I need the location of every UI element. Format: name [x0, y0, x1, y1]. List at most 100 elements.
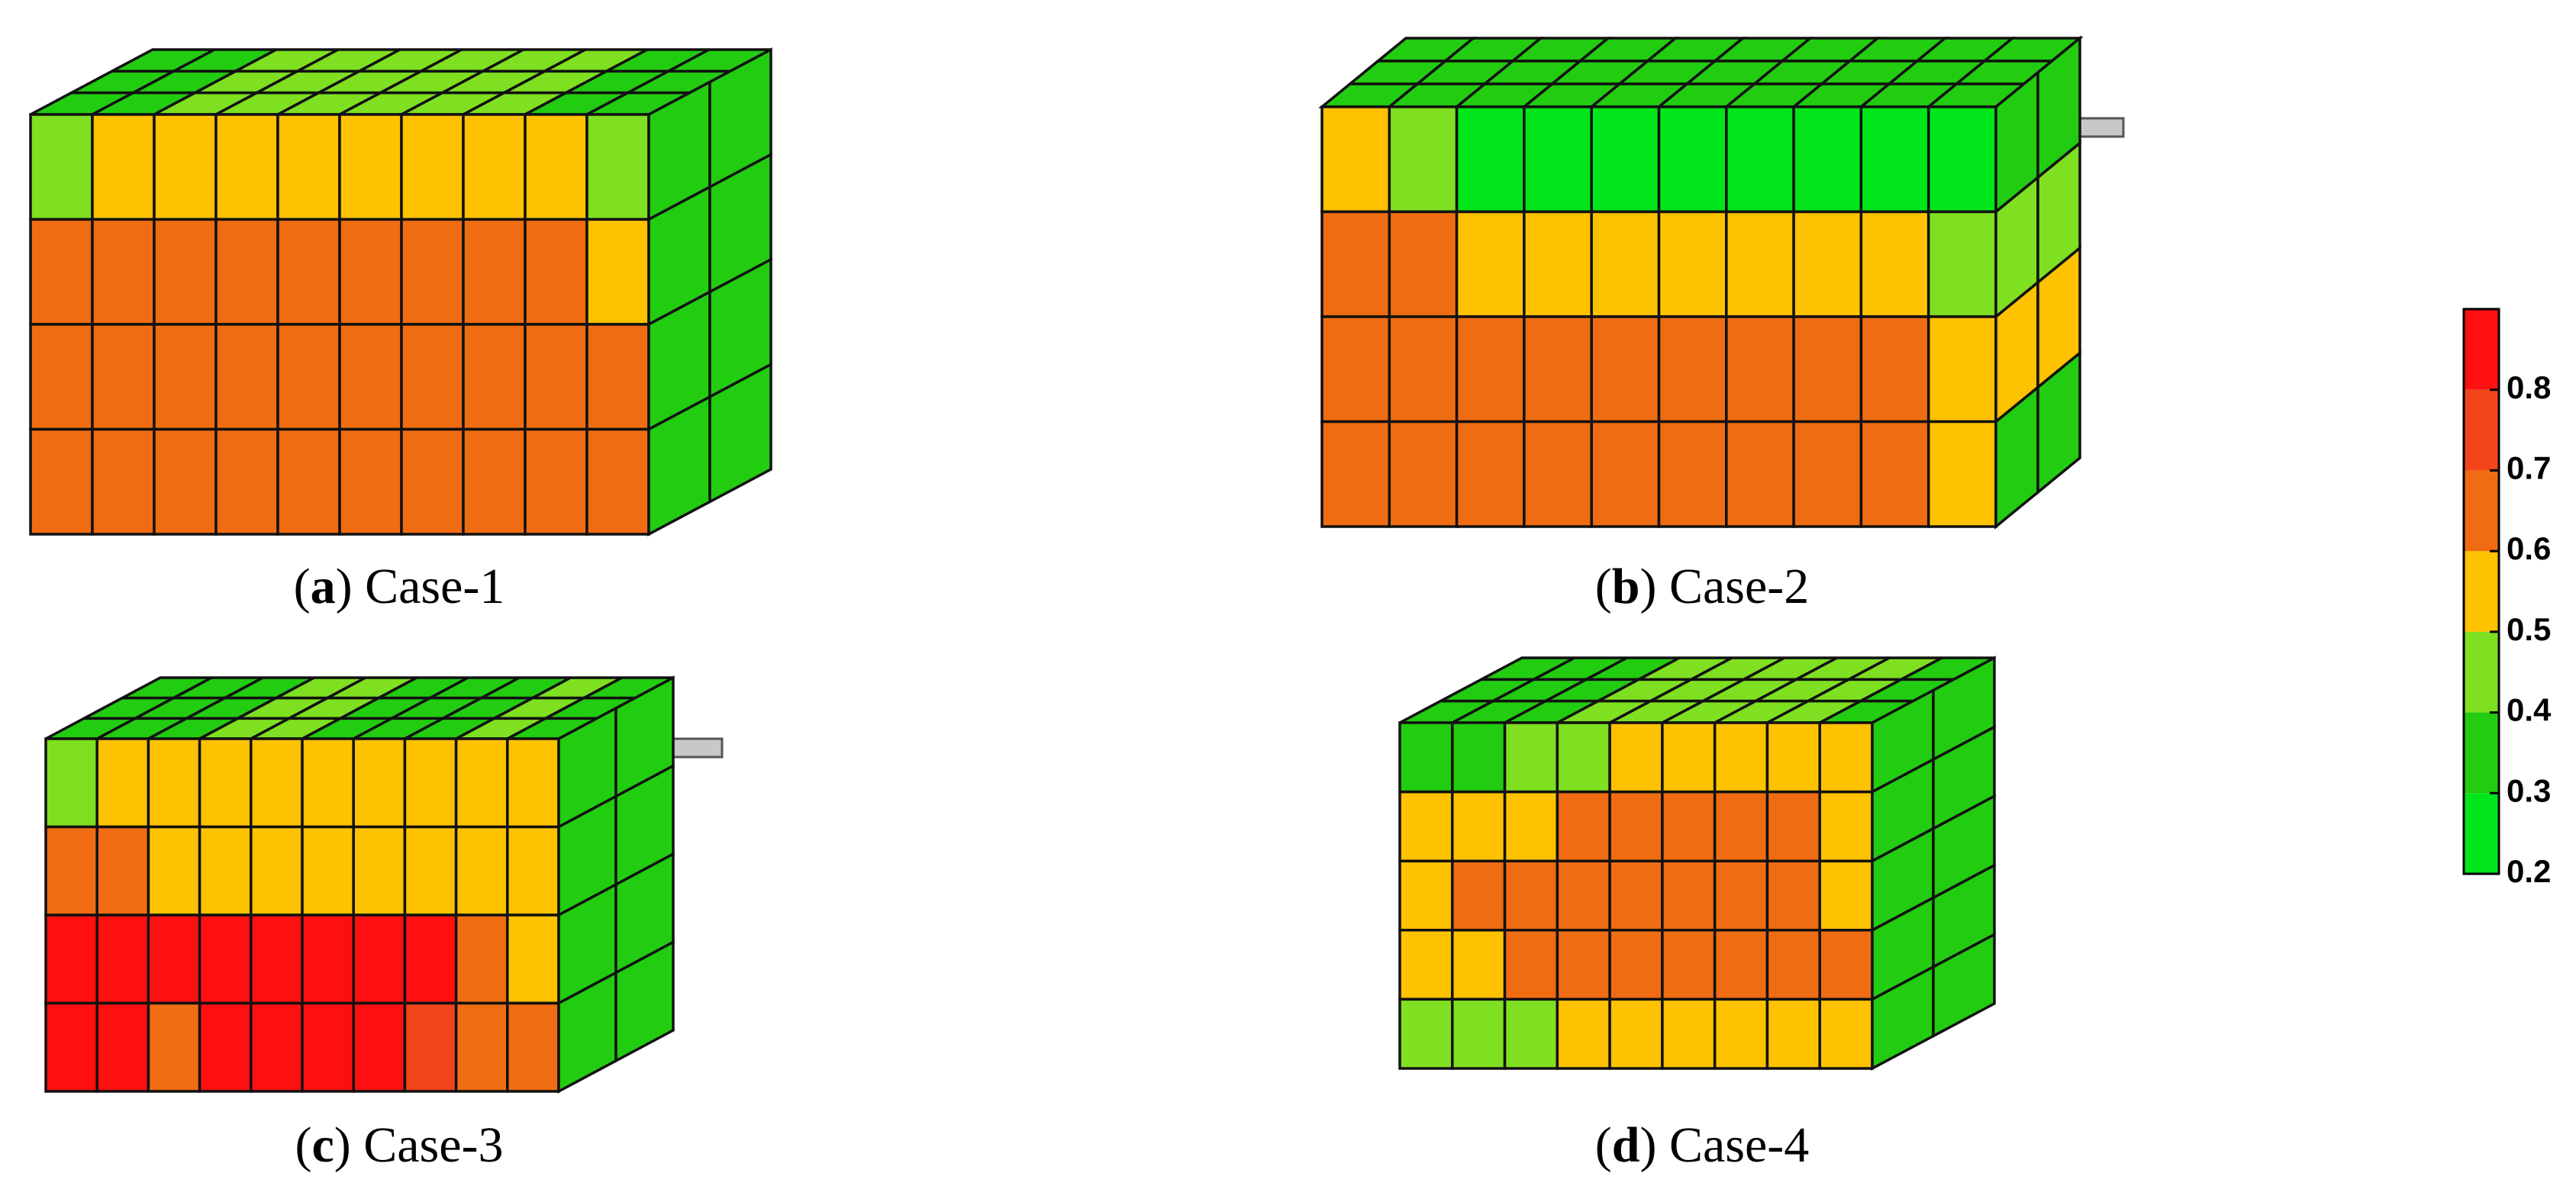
cell	[153, 323, 218, 431]
cell	[708, 362, 772, 504]
caption-part: ) Case-1	[336, 559, 505, 614]
cell	[95, 1001, 150, 1093]
cell	[1556, 859, 1611, 932]
caption: (d) Case-4	[1595, 1117, 1809, 1173]
caption-part: b	[1612, 559, 1640, 614]
caption: (a) Case-1	[294, 559, 505, 614]
cell	[153, 113, 218, 221]
cell	[147, 914, 202, 1005]
cell	[250, 737, 304, 829]
cell	[1523, 105, 1593, 214]
caption: (c) Case-3	[295, 1117, 503, 1173]
cell	[1859, 420, 1930, 528]
caption-part: (	[1595, 559, 1612, 614]
cell	[1792, 315, 1863, 424]
colorbar-band	[2464, 389, 2499, 471]
cell	[1451, 929, 1507, 1001]
cell	[1818, 929, 1874, 1001]
cell	[400, 113, 465, 221]
colorbar-frame	[2462, 308, 2500, 875]
colorbar-band	[2464, 470, 2499, 552]
cell	[506, 914, 560, 1005]
cell	[585, 113, 650, 221]
cell	[147, 1001, 202, 1093]
cell	[1556, 790, 1611, 862]
cell	[276, 218, 341, 326]
cell	[44, 825, 98, 917]
cell	[198, 737, 253, 829]
cell	[1657, 105, 1728, 214]
cell	[1451, 721, 1507, 794]
cell	[1503, 859, 1559, 932]
cell	[585, 218, 650, 326]
cell	[1661, 997, 1717, 1070]
colorbar-tick-label: 0.7	[2507, 450, 2551, 486]
colorbar-tick-label: 0.3	[2507, 772, 2551, 808]
cell	[1455, 210, 1526, 318]
cell	[1926, 210, 1997, 318]
cell	[1455, 420, 1526, 528]
cell	[462, 323, 527, 431]
cell	[403, 737, 458, 829]
cell	[1503, 790, 1559, 862]
cell	[506, 737, 560, 829]
cell	[1713, 721, 1769, 794]
cell	[524, 113, 588, 221]
cell	[95, 737, 150, 829]
colorbar-band	[2464, 793, 2499, 874]
colorbar-tick-label: 0.4	[2507, 692, 2552, 728]
cell	[1503, 997, 1559, 1070]
cell	[524, 323, 588, 431]
cell	[1320, 210, 1391, 318]
cell	[91, 323, 156, 431]
cell	[250, 914, 304, 1005]
cell	[1455, 315, 1526, 424]
cell	[214, 427, 279, 536]
cell	[276, 113, 341, 221]
cell	[1608, 859, 1664, 932]
cell	[400, 218, 465, 326]
cell	[29, 113, 94, 221]
cell	[1320, 315, 1391, 424]
cell	[338, 113, 403, 221]
cell	[1590, 420, 1661, 528]
cell	[198, 914, 253, 1005]
cell	[301, 914, 355, 1005]
cell	[29, 427, 94, 536]
cell	[1398, 997, 1454, 1070]
box-model	[1398, 656, 1996, 1071]
cell	[1388, 420, 1459, 528]
cell	[1503, 929, 1559, 1001]
cell	[1320, 420, 1391, 528]
cell	[95, 825, 150, 917]
colorbar-band	[2464, 551, 2499, 632]
cell	[1388, 210, 1459, 318]
cell	[1765, 859, 1821, 932]
cell	[1713, 859, 1769, 932]
cell	[352, 825, 407, 917]
cell	[1657, 420, 1728, 528]
colorbar-tick-label: 0.8	[2507, 369, 2551, 405]
cell	[1818, 997, 1874, 1070]
cell	[524, 218, 588, 326]
cell	[454, 914, 509, 1005]
cell	[301, 825, 355, 917]
cell	[276, 323, 341, 431]
cell	[338, 427, 403, 536]
cell	[1932, 932, 1996, 1039]
cell	[1556, 929, 1611, 1001]
colorbar-tick-label: 0.6	[2507, 530, 2551, 566]
cell	[614, 939, 675, 1063]
cell	[91, 427, 156, 536]
cell	[1523, 315, 1593, 424]
cell	[1398, 790, 1454, 862]
box-model	[1318, 35, 2084, 530]
cell	[400, 427, 465, 536]
cell	[1725, 420, 1795, 528]
box-model	[29, 47, 772, 537]
cell	[250, 825, 304, 917]
cell	[1388, 315, 1459, 424]
cell	[198, 825, 253, 917]
cell	[1590, 210, 1661, 318]
cell	[276, 427, 341, 536]
